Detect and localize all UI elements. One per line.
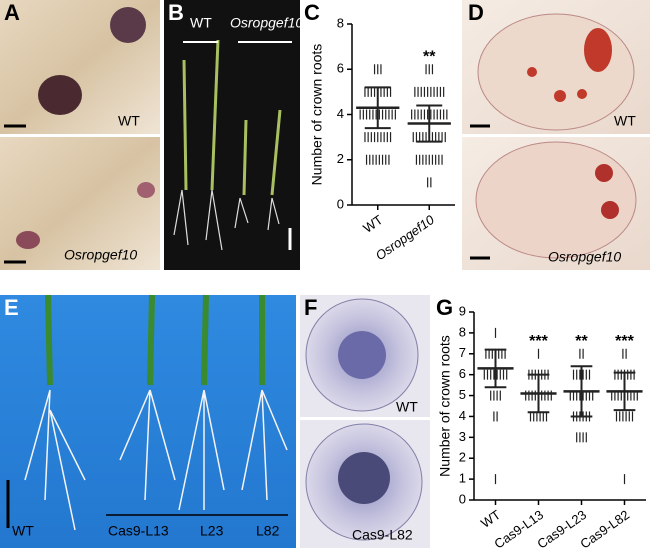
photo-label: Cas9-L13 <box>108 523 169 539</box>
panel-label: E <box>4 295 19 320</box>
seedling <box>182 39 282 196</box>
stain <box>554 90 566 102</box>
x-tick-label: WT <box>360 212 385 236</box>
panel-label: C <box>304 0 320 25</box>
y-tick-label: 7 <box>459 345 466 360</box>
y-tick-label: 2 <box>337 151 344 166</box>
y-tick-label: 0 <box>459 491 466 506</box>
x-tick-label: Osropgef10 <box>373 212 438 264</box>
y-tick-label: 6 <box>459 366 466 381</box>
photo-label: WT <box>396 399 418 415</box>
stain <box>601 201 619 219</box>
panel-label: G <box>436 295 453 320</box>
group-label: Osropgef10 <box>230 15 303 31</box>
stain <box>38 75 82 115</box>
panel-label: F <box>304 295 317 320</box>
y-tick-label: 1 <box>459 471 466 486</box>
panel-label: B <box>168 0 184 25</box>
panel-label: A <box>4 0 20 25</box>
stain <box>595 164 613 182</box>
photo-label: L82 <box>256 523 280 539</box>
y-tick-label: 6 <box>337 61 344 76</box>
photo-label: L23 <box>200 523 224 539</box>
y-tick-label: 3 <box>459 429 466 444</box>
stain <box>110 7 146 43</box>
stain <box>527 67 537 77</box>
stain <box>16 231 40 249</box>
panel-d: D WT Osropgef10 <box>462 0 650 270</box>
y-tick-label: 8 <box>337 15 344 30</box>
panel-e: E WT Cas9-L13 L23 L82 <box>0 295 296 548</box>
photo-label: WT <box>12 523 34 539</box>
significance: ** <box>423 48 436 65</box>
significance: ** <box>575 333 588 350</box>
y-tick-label: 9 <box>459 303 466 318</box>
roots <box>173 189 280 251</box>
y-tick-label: 0 <box>337 196 344 211</box>
significance: *** <box>529 333 548 350</box>
stain <box>137 182 155 198</box>
x-tick-label: WT <box>478 507 503 531</box>
y-tick-label: 2 <box>459 450 466 465</box>
photo-label: WT <box>118 113 140 129</box>
stele <box>338 331 386 379</box>
panel-a: A WT Osropgef10 <box>0 0 160 270</box>
seedling <box>45 294 265 386</box>
x-tick-label: Cas9-L82 <box>577 507 632 548</box>
y-axis-label: Number of crown roots <box>437 335 453 477</box>
stele <box>338 452 390 504</box>
photo-label: Cas9-L82 <box>352 527 413 543</box>
y-tick-label: 8 <box>459 324 466 339</box>
group-label: WT <box>190 15 212 31</box>
panel-label: D <box>468 0 484 25</box>
y-axis-label: Number of crown roots <box>309 44 325 186</box>
stain <box>577 89 587 99</box>
section <box>477 13 635 131</box>
panel-b: B WT Osropgef10 <box>164 0 303 270</box>
y-tick-label: 4 <box>337 106 344 121</box>
photo-label: WT <box>614 113 636 129</box>
photo-label: Osropgef10 <box>548 249 621 265</box>
panel-f: F WT Cas9-L82 <box>300 295 430 548</box>
y-tick-label: 4 <box>459 408 466 423</box>
stain <box>584 28 612 72</box>
significance: *** <box>615 333 634 350</box>
photo-label: Osropgef10 <box>64 247 137 263</box>
section <box>475 141 637 259</box>
roots <box>24 389 288 531</box>
y-tick-label: 5 <box>459 387 466 402</box>
